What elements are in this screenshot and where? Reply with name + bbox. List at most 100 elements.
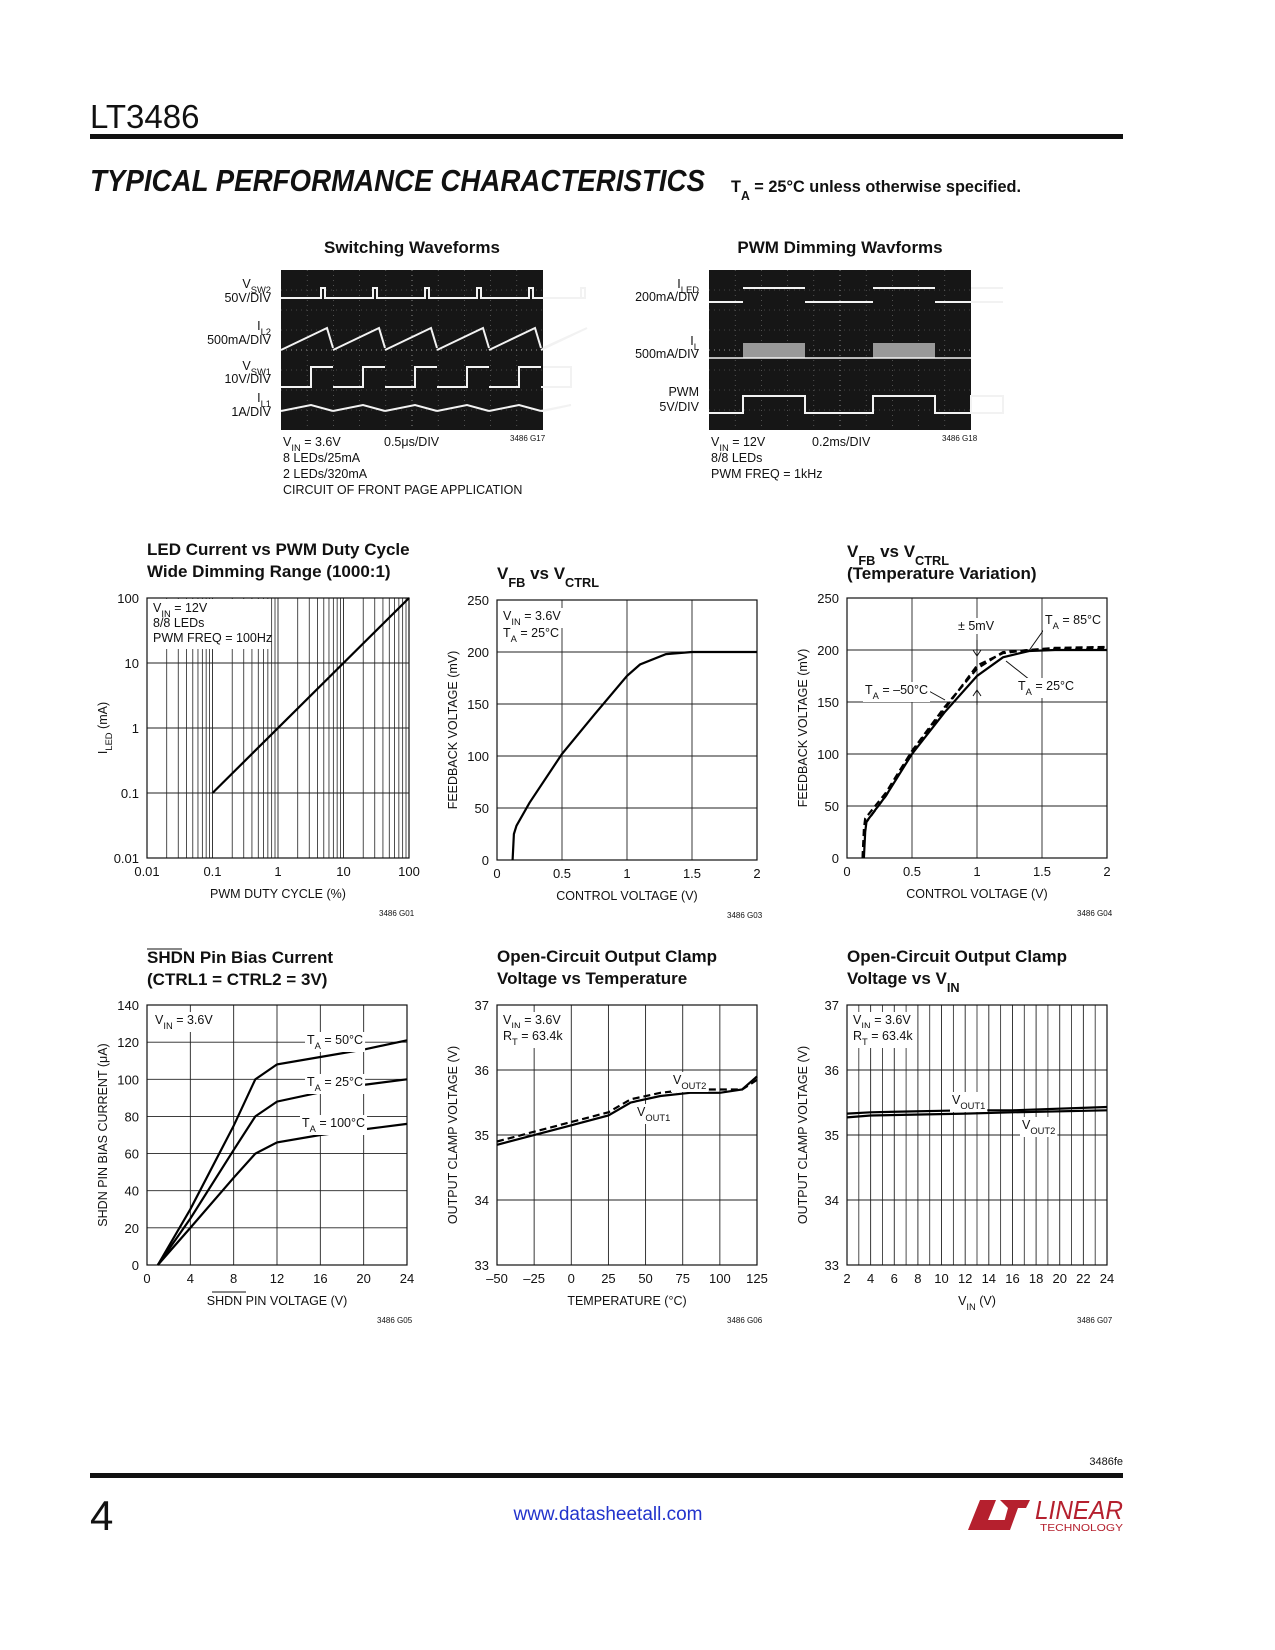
plot-frame [146, 597, 410, 859]
logo-subtext: TECHNOLOGY [1040, 1523, 1123, 1534]
scope-scale: 5V/DIV [659, 400, 699, 414]
y-tick-label: 34 [475, 1193, 489, 1208]
scope-trace [281, 366, 572, 388]
subscript: CTRL [915, 553, 949, 568]
annotation: VIN = 3.6V [503, 609, 561, 627]
annotation: VIN = 3.6V [853, 1013, 911, 1031]
scope-scale: 1A/DIV [231, 405, 271, 419]
text-part: V [503, 1013, 512, 1027]
logo-text: LINEAR [1035, 1495, 1123, 1525]
text-part: = 25°C [321, 1075, 363, 1089]
series-label: TA = 100°C [302, 1116, 365, 1134]
text-part: T [307, 1033, 315, 1047]
text-part: V [242, 277, 251, 291]
scope-channel: VSW2 [242, 277, 271, 295]
chart-title: Voltage vs Temperature [497, 969, 687, 988]
x-axis-label: VIN (V) [958, 1294, 996, 1312]
plot-frame [496, 1004, 758, 1266]
text-part: = 12V [729, 435, 766, 449]
x-tick-label: 10 [934, 1271, 948, 1286]
subscript: OUT2 [681, 1081, 706, 1091]
subscript: LED [681, 285, 699, 295]
text-part: V [673, 1073, 682, 1087]
leader-line [972, 689, 982, 705]
text-part: T [302, 1116, 310, 1130]
y-tick-label: 0 [132, 1258, 139, 1273]
subscript: A [310, 1124, 317, 1134]
scope-trace [280, 403, 572, 412]
scope-scale: 50V/DIV [224, 291, 271, 305]
subscript: IN [163, 1021, 172, 1031]
text-part: = 3.6V [301, 435, 342, 449]
x-tick-label: –25 [523, 1271, 545, 1286]
leader-line [1027, 627, 1046, 653]
text-part: V [952, 1093, 961, 1107]
x-tick-label: 50 [638, 1271, 652, 1286]
scope-channel: IL1 [257, 391, 271, 409]
x-tick-label: 1.5 [1033, 864, 1051, 879]
y-axis-label: ILED (mA) [96, 702, 114, 754]
scope-channel: IL [690, 334, 699, 352]
subscript: IN [719, 443, 728, 453]
text-part: R [853, 1029, 862, 1043]
label-background [671, 1072, 709, 1092]
y-tick-label: 150 [817, 695, 839, 710]
text-part: = 100°C [316, 1116, 365, 1130]
data-line [511, 650, 757, 861]
scope-scale: 500mA/DIV [635, 347, 700, 361]
y-tick-label: 0.01 [114, 851, 139, 866]
text-part: T [1018, 679, 1026, 693]
x-tick-label: 1 [973, 864, 980, 879]
text-part: T [307, 1075, 315, 1089]
label-background [1020, 1117, 1058, 1137]
subscript: SW2 [251, 285, 271, 295]
chart-title: (CTRL1 = CTRL2 = 3V) [147, 970, 327, 989]
y-tick-label: 100 [467, 749, 489, 764]
label-background [501, 1028, 566, 1048]
subscript: OUT1 [645, 1113, 670, 1123]
label-background [863, 682, 931, 702]
scope-timebase: 0.2ms/DIV [812, 435, 871, 449]
subscript: FB [858, 553, 875, 568]
x-tick-label: 0 [843, 864, 850, 879]
annotation: RT = 63.4k [853, 1029, 913, 1047]
y-tick-label: 20 [125, 1221, 139, 1236]
x-tick-label: 1 [623, 866, 630, 881]
scope-trace [281, 287, 586, 299]
plot-frame [146, 1004, 408, 1266]
text-part: V [242, 359, 251, 373]
y-tick-label: 250 [467, 593, 489, 608]
label-background [153, 1012, 216, 1032]
section-title: TYPICAL PERFORMANCE CHARACTERISTICS [90, 163, 705, 198]
scope-trace [280, 326, 588, 351]
footer-url[interactable]: www.datasheetall.com [512, 1504, 702, 1525]
label-background [635, 1104, 673, 1124]
scope-note: PWM FREQ = 1kHz [711, 467, 822, 481]
scope-channel: ILED [677, 277, 699, 295]
figure-code: 3486 G05 [377, 1316, 413, 1325]
scope-channel: VSW1 [242, 359, 271, 377]
x-tick-label: 0.1 [203, 864, 221, 879]
section-condition: TA = 25°C unless otherwise specified. [731, 177, 1021, 203]
annotation: RT = 63.4k [503, 1029, 563, 1047]
text-part: = –50°C [879, 683, 928, 697]
y-axis-label: SHDN PIN BIAS CURRENT (μA) [96, 1043, 110, 1226]
x-tick-label: –50 [486, 1271, 508, 1286]
y-tick-label: 100 [117, 591, 139, 606]
subscript: IN [291, 443, 300, 453]
y-tick-label: 33 [475, 1258, 489, 1273]
chart-title: (Temperature Variation) [847, 564, 1037, 583]
text-part: I [257, 391, 260, 405]
scope-code: 3486 G18 [942, 434, 978, 443]
subscript: IN [966, 1302, 975, 1312]
scope-scale: 200mA/DIV [635, 290, 700, 304]
x-axis-label: PWM DUTY CYCLE (%) [210, 887, 346, 901]
scope-band [873, 343, 935, 358]
text-part: vs V [875, 542, 915, 561]
series-label: VOUT2 [1022, 1118, 1055, 1136]
chart-title: Open-Circuit Output Clamp [497, 947, 717, 966]
text-part: = 3.6V [871, 1013, 912, 1027]
series-label: TA = 25°C [307, 1075, 363, 1093]
scope-channel: IL2 [257, 319, 271, 337]
x-tick-label: 100 [709, 1271, 731, 1286]
